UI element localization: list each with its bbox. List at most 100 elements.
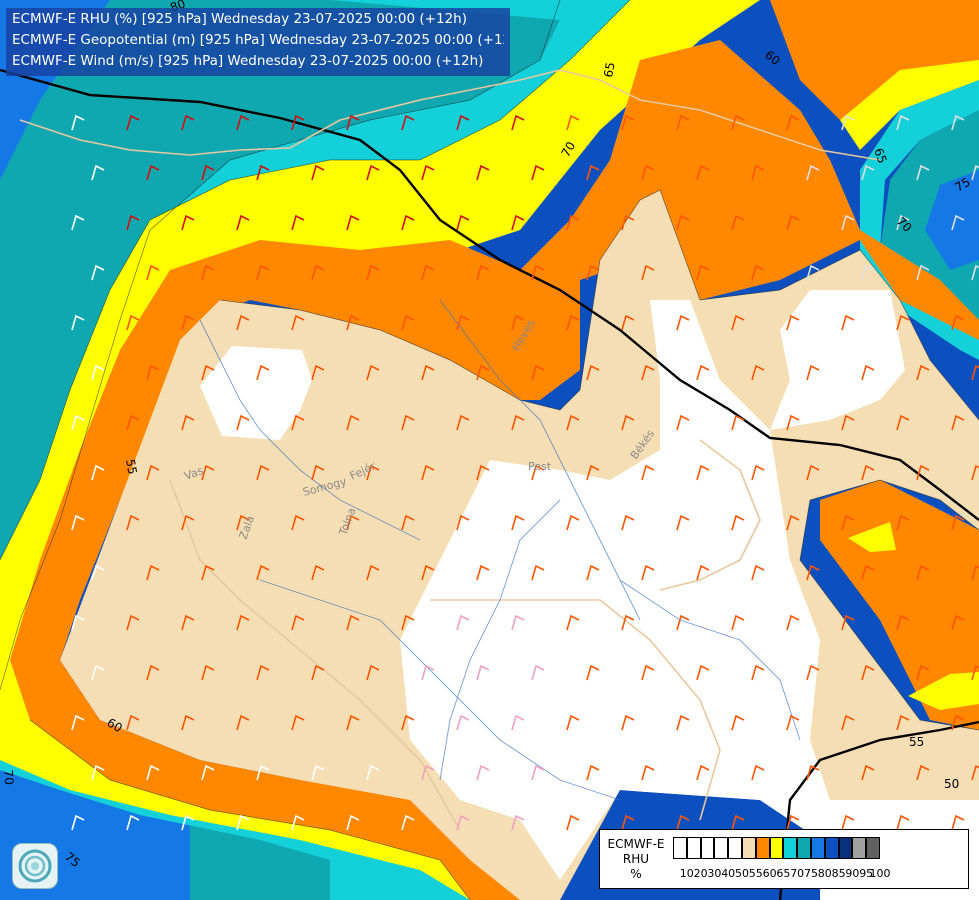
wind-barb <box>181 314 195 331</box>
wind-barb <box>896 214 910 231</box>
wind-barb <box>126 314 140 331</box>
wind-barb <box>731 114 745 131</box>
wind-barb <box>531 764 545 781</box>
wind-barb <box>751 164 765 181</box>
legend-title-model: ECMWF-E <box>607 837 665 851</box>
contour-label-65: 65 <box>871 146 889 165</box>
wind-barb <box>401 614 415 631</box>
wind-barb <box>311 664 325 681</box>
wind-barb <box>641 564 655 581</box>
rhu-core-65-se <box>908 672 979 710</box>
wind-barb <box>531 664 545 681</box>
rhu-legend: ECMWF-E RHU % 10 20 30 40 50 55 60 65 70 75 80 85 90… <box>599 829 969 889</box>
rhu-band-75-east <box>880 110 979 340</box>
wind-barb <box>896 514 910 531</box>
wind-barb <box>696 464 710 481</box>
wind-barb <box>566 714 580 731</box>
wind-barb <box>456 314 470 331</box>
wind-barb <box>401 214 415 231</box>
wind-barb <box>236 114 250 131</box>
wind-barb <box>786 514 800 531</box>
legend-tick-label: 50 <box>735 867 749 880</box>
wind-barb <box>621 114 635 131</box>
legend-swatch <box>866 837 880 859</box>
wind-barb <box>731 214 745 231</box>
wind-barb <box>951 814 965 831</box>
wind-barb <box>951 514 965 531</box>
wind-barb <box>696 564 710 581</box>
wind-barb <box>146 664 160 681</box>
wind-barb <box>731 714 745 731</box>
ecmwf-logo <box>12 843 58 889</box>
wind-barb <box>421 764 435 781</box>
legend-swatches <box>673 837 880 859</box>
legend-tick-label: 60 <box>762 867 777 880</box>
wind-barb <box>146 264 160 281</box>
wind-barb <box>146 364 160 381</box>
wind-barb <box>806 264 820 281</box>
wind-barb <box>951 214 965 231</box>
wind-barb <box>786 814 800 831</box>
wind-barb <box>751 464 765 481</box>
wind-barb <box>311 764 325 781</box>
wind-barb <box>476 264 490 281</box>
wind-barb <box>751 564 765 581</box>
wind-barb <box>641 264 655 281</box>
legend-swatch <box>852 837 867 859</box>
wind-barb <box>346 214 360 231</box>
wind-barb <box>531 564 545 581</box>
legend-swatch <box>714 837 729 859</box>
wind-barb <box>181 114 195 131</box>
wind-barb <box>91 364 105 381</box>
wind-barb <box>126 514 140 531</box>
wind-barb <box>346 814 360 831</box>
wind-barb <box>731 614 745 631</box>
wind-barb <box>366 364 380 381</box>
wind-barb <box>146 164 160 181</box>
wind-barb <box>456 614 470 631</box>
wind-barb <box>621 314 635 331</box>
wind-barb <box>951 414 965 431</box>
wind-barb <box>951 714 965 731</box>
wind-barb <box>566 114 580 131</box>
wind-barb <box>731 514 745 531</box>
wind-barb <box>676 314 690 331</box>
wind-barb <box>236 814 250 831</box>
wind-barb <box>696 664 710 681</box>
wind-barb <box>586 164 600 181</box>
wind-barb <box>511 814 525 831</box>
wind-barb <box>421 464 435 481</box>
wind-barb <box>346 114 360 131</box>
region-label-vas: Vas <box>183 464 206 483</box>
wind-barb <box>806 664 820 681</box>
legend-tick-label: 100 <box>869 867 891 880</box>
legend-swatch <box>741 837 756 859</box>
wind-barb <box>236 614 250 631</box>
wind-barb <box>346 314 360 331</box>
wind-barb <box>676 614 690 631</box>
wind-barb <box>786 314 800 331</box>
wind-barb <box>181 814 195 831</box>
wind-barb <box>586 464 600 481</box>
wind-barb <box>751 764 765 781</box>
geopotential-isolines <box>0 68 979 900</box>
header-line-rhu: ECMWF-E RHU (%) [925 hPa] Wednesday 23-0… <box>12 11 467 27</box>
wind-barb <box>676 714 690 731</box>
wind-barb <box>861 564 875 581</box>
wind-barb <box>621 214 635 231</box>
wind-barb <box>566 614 580 631</box>
legend-swatch <box>755 837 770 859</box>
wind-barb <box>841 514 855 531</box>
wind-barb <box>511 414 525 431</box>
wind-barb <box>511 314 525 331</box>
wind-barb <box>181 414 195 431</box>
legend-swatch <box>673 837 687 859</box>
wind-barb <box>366 164 380 181</box>
wind-barb <box>641 164 655 181</box>
wind-barb <box>511 514 525 531</box>
wind-barb <box>236 214 250 231</box>
wind-barb <box>971 764 979 781</box>
wind-barb <box>346 714 360 731</box>
wind-barb <box>841 814 855 831</box>
legend-tick-label: 75 <box>804 867 818 880</box>
